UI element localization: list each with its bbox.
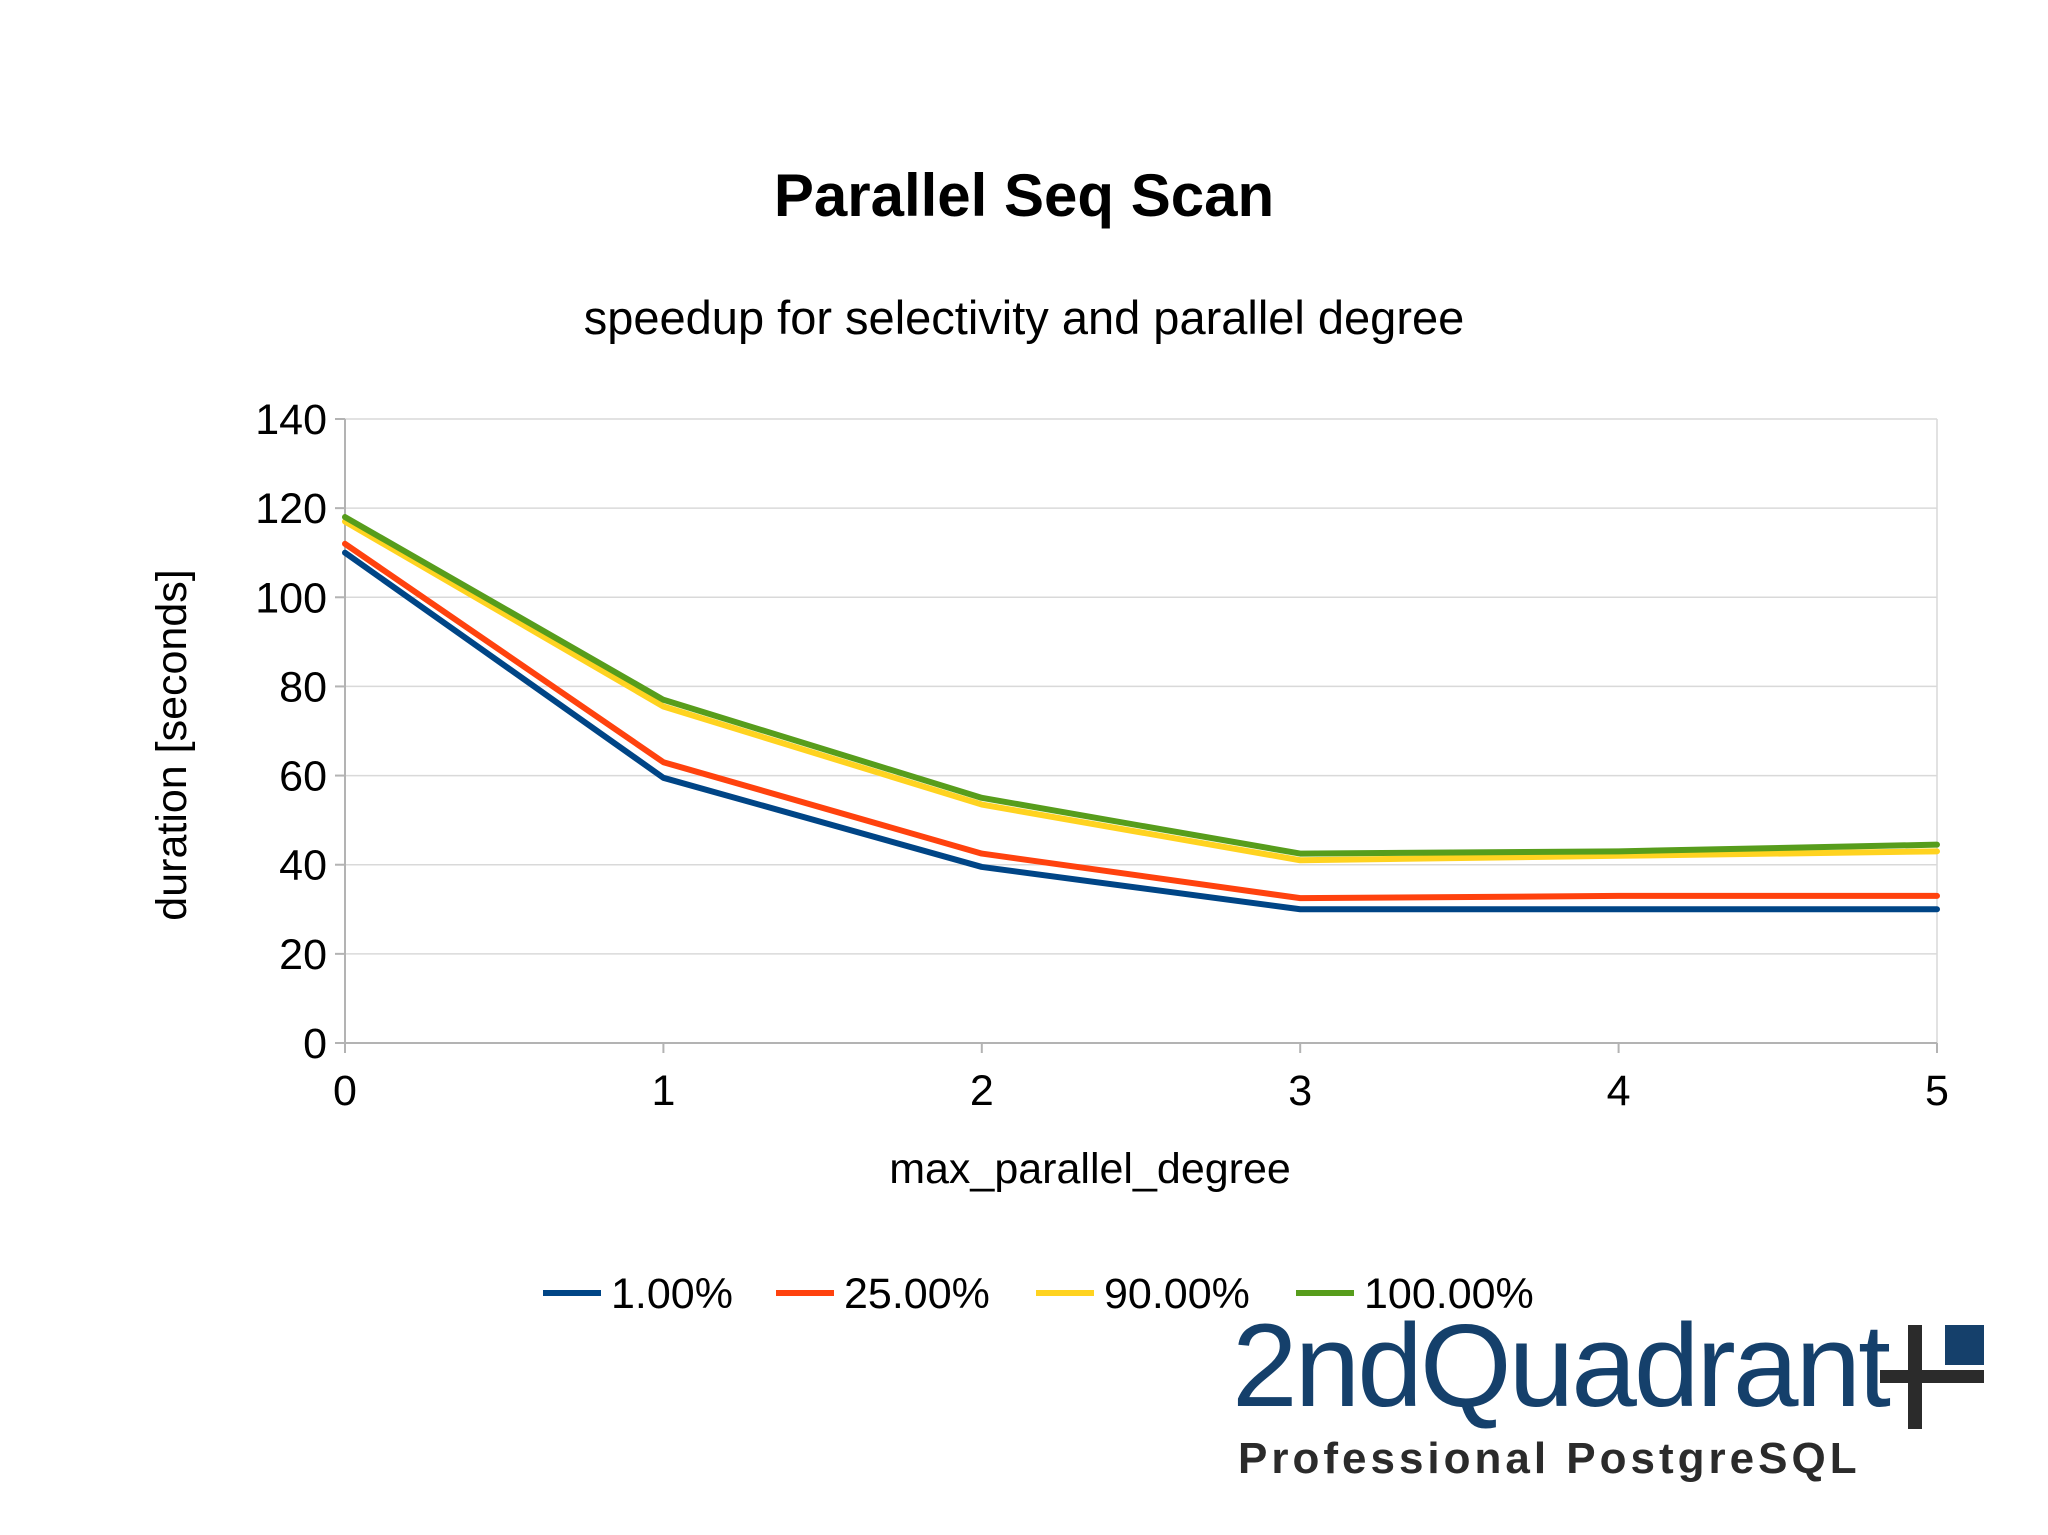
logo-wordmark: 2ndQuadrant (1232, 1300, 1891, 1432)
legend-label: 1.00% (611, 1270, 733, 1318)
y-tick-label: 120 (255, 485, 327, 533)
legend-label: 25.00% (844, 1270, 990, 1318)
series-line-2 (342, 540, 1940, 902)
y-tick-label: 60 (279, 753, 327, 801)
x-tick-label: 2 (970, 1067, 994, 1115)
legend-label: 100.00% (1364, 1270, 1534, 1318)
chart-title: Parallel Seq Scan (774, 162, 1274, 229)
x-tick-label: 5 (1925, 1067, 1949, 1115)
legend-item: 100.00% (1296, 1270, 1534, 1318)
y-tick-label: 20 (279, 931, 327, 979)
chart-subtitle: speedup for selectivity and parallel deg… (584, 291, 1465, 344)
series-lines (342, 514, 1940, 913)
legend-item: 90.00% (1036, 1270, 1250, 1318)
series-line-1 (342, 549, 1940, 913)
y-tick-label: 0 (303, 1020, 327, 1068)
series-line-3 (342, 518, 1940, 864)
y-tick-label: 40 (279, 842, 327, 890)
company-logo: 2ndQuadrant Professional PostgreSQL (1232, 1307, 2022, 1495)
axes (335, 418, 1938, 1053)
y-axis-label: duration [seconds] (148, 569, 196, 920)
y-tick-label: 140 (255, 396, 327, 444)
x-tick-label: 4 (1607, 1067, 1631, 1115)
x-tick-label: 1 (651, 1067, 675, 1115)
legend-item: 1.00% (543, 1270, 733, 1318)
series-line-4 (342, 514, 1940, 857)
grid-lines (345, 418, 1938, 1043)
logo-tagline: Professional PostgreSQL (1238, 1434, 1861, 1483)
x-axis-label: max_parallel_degree (889, 1145, 1291, 1193)
legend-label: 90.00% (1104, 1270, 1250, 1318)
tick-labels: 0 20 40 60 80 100 120 140 0 1 2 3 4 5 (255, 396, 1949, 1115)
legend-item: 25.00% (776, 1270, 990, 1318)
quadrant-cross-icon (1880, 1325, 1984, 1429)
y-tick-label: 80 (279, 663, 327, 711)
x-tick-label: 3 (1288, 1067, 1312, 1115)
x-tick-label: 0 (333, 1067, 357, 1115)
legend: 1.00% 25.00% 90.00% 100.00% (543, 1270, 1534, 1318)
y-tick-label: 100 (255, 574, 327, 622)
